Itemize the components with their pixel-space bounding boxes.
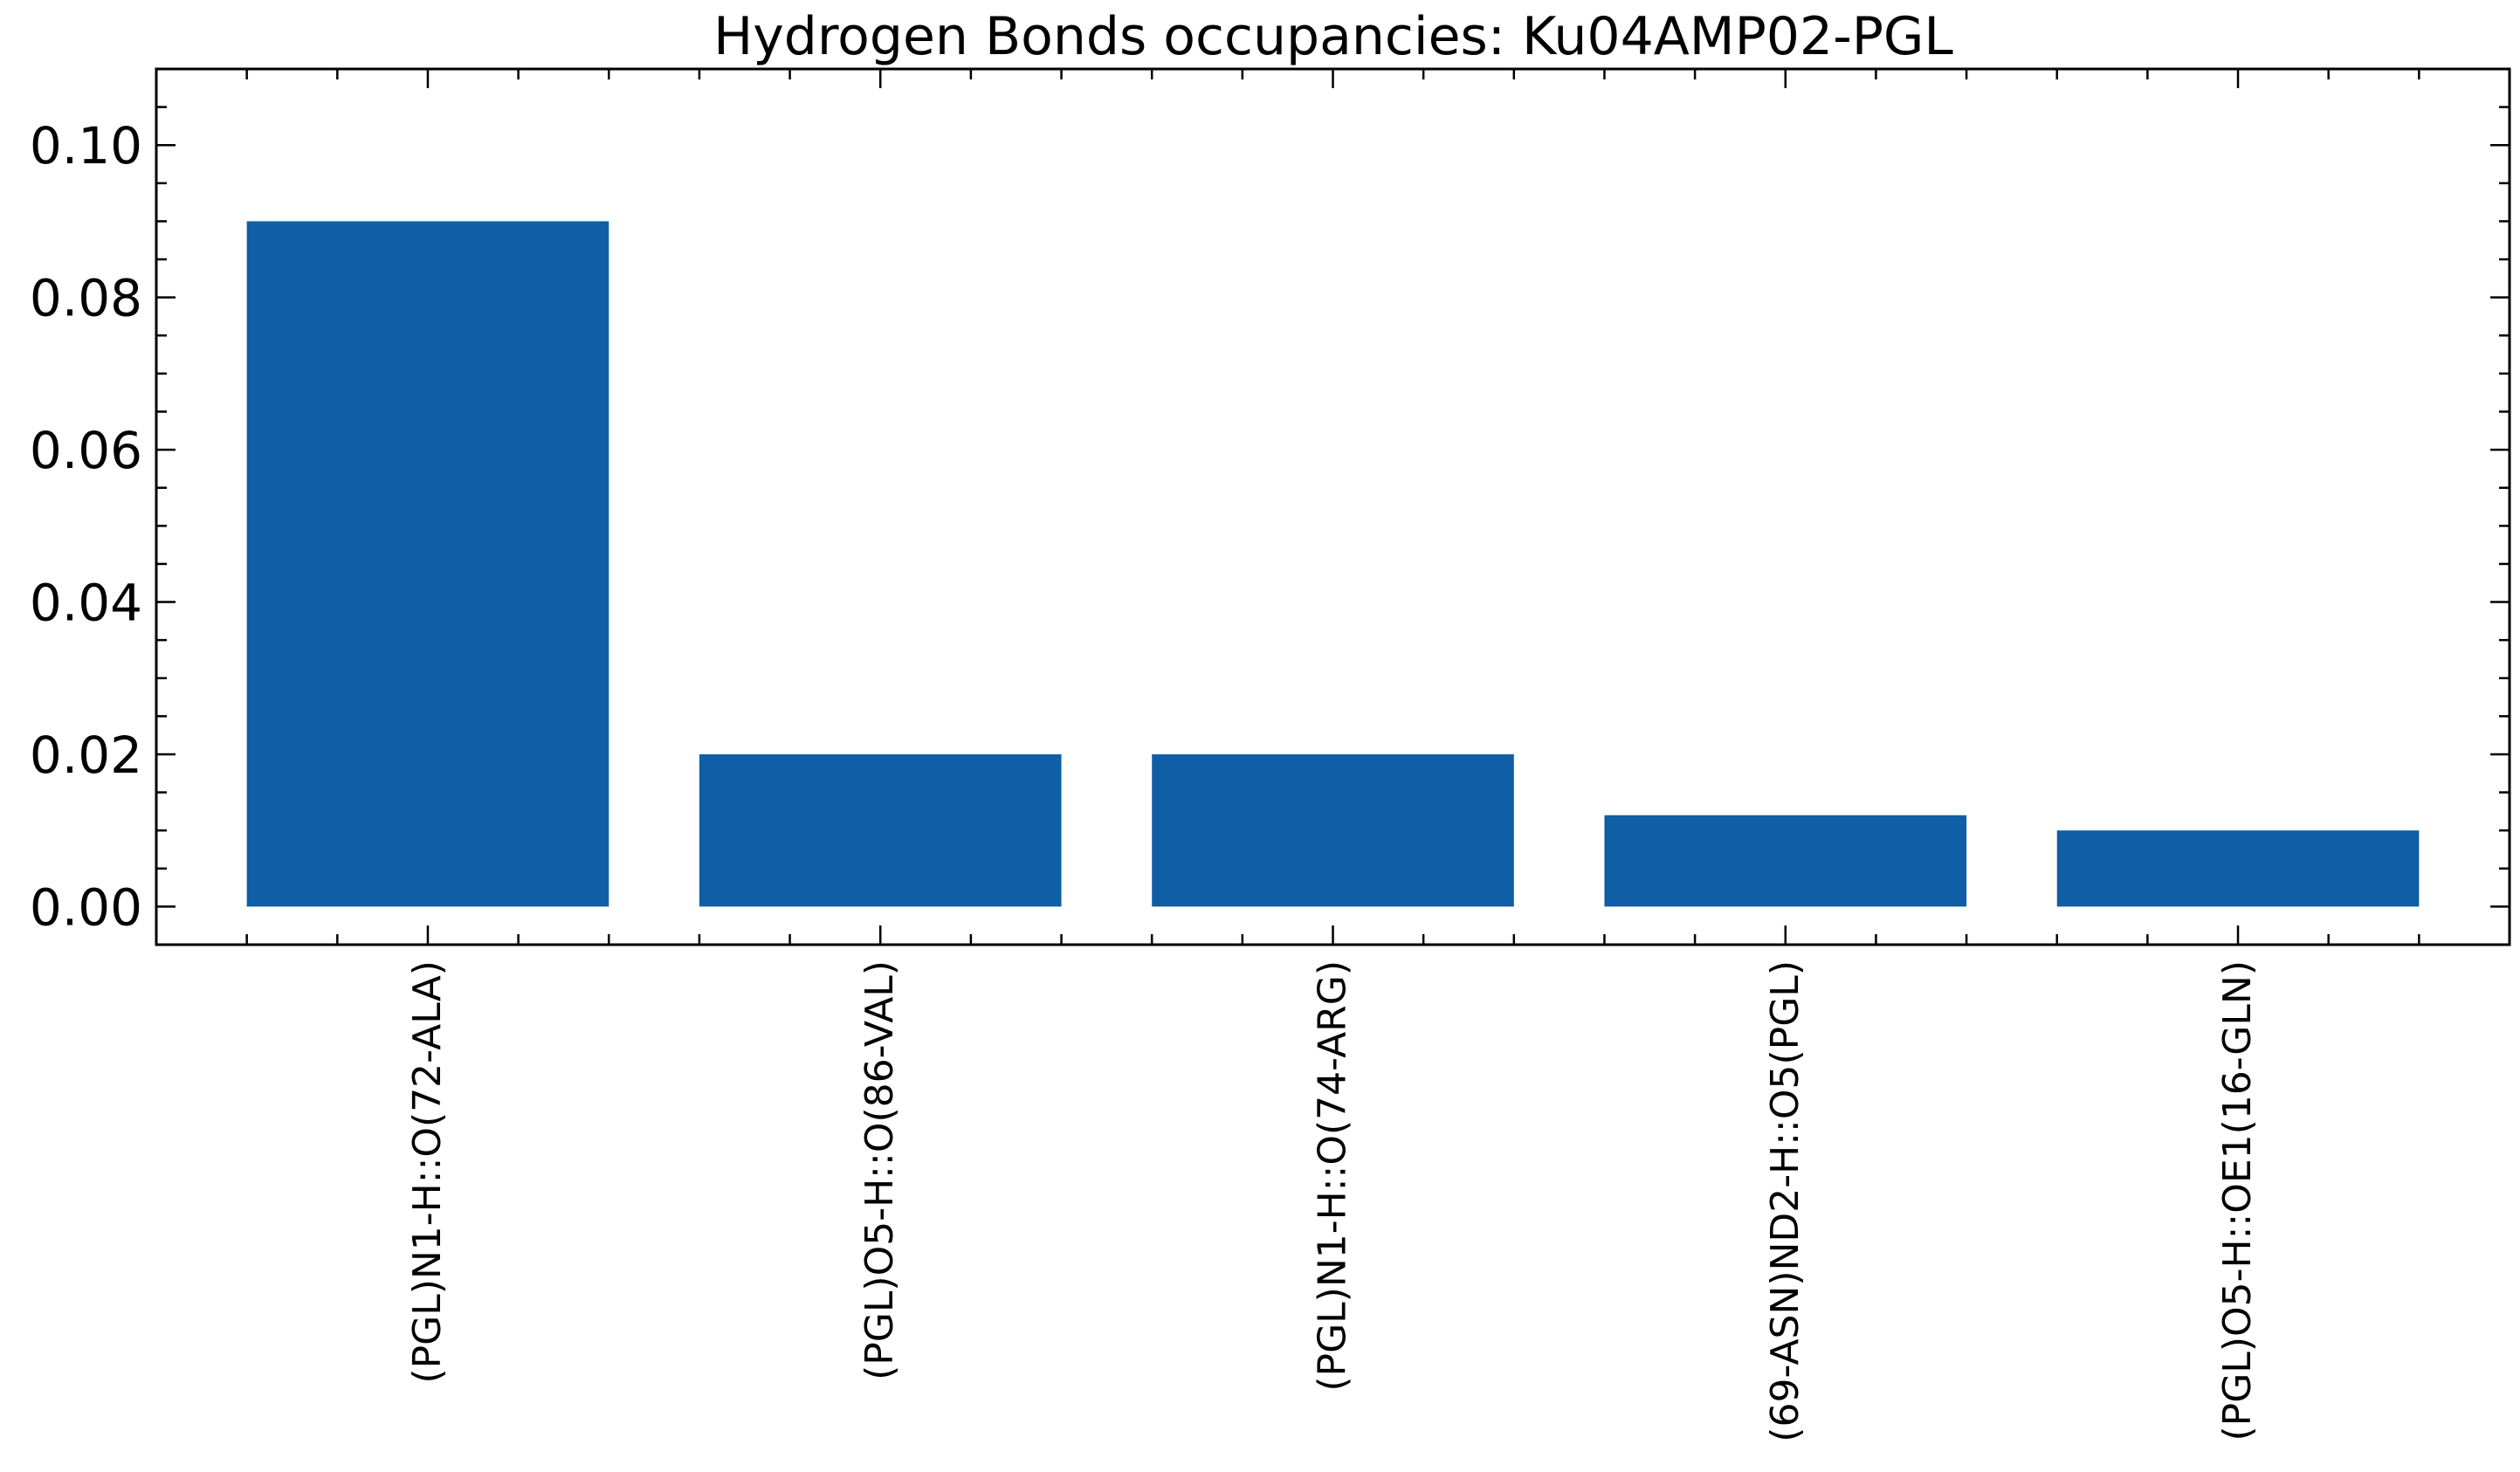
bar [1152, 753, 1514, 907]
x-tick-label: (69-ASN)ND2-H::O5(PGL) [1763, 960, 1807, 1442]
bar [246, 221, 609, 907]
plot-area: 0.00 0.02 0.04 0.06 0.08 0.10(PGL)N1-H::O(72-… [30, 67, 2511, 1442]
bar [1604, 815, 1967, 907]
x-tick-label: (PGL)N1-H::O(72-ALA) [405, 960, 450, 1384]
bar [699, 753, 1062, 907]
x-tick-label: (PGL)O5-H::OE1(16-GLN) [2215, 960, 2260, 1441]
y-tick-label: 0.06 [30, 421, 142, 480]
y-tick-label: 0.10 [30, 116, 142, 175]
y-tick-label: 0.00 [30, 877, 142, 937]
chart-title: Hydrogen Bonds occupancies: Ku04AMP02-PG… [713, 6, 1953, 67]
y-tick-label: 0.08 [30, 269, 142, 328]
y-tick-label: 0.02 [30, 726, 142, 785]
bar [2056, 830, 2420, 907]
x-tick-label: (PGL)O5-H::O(86-VAL) [857, 960, 902, 1380]
y-tick-label: 0.04 [30, 574, 142, 633]
x-tick-label: (PGL)N1-H::O(74-ARG) [1311, 960, 1355, 1392]
